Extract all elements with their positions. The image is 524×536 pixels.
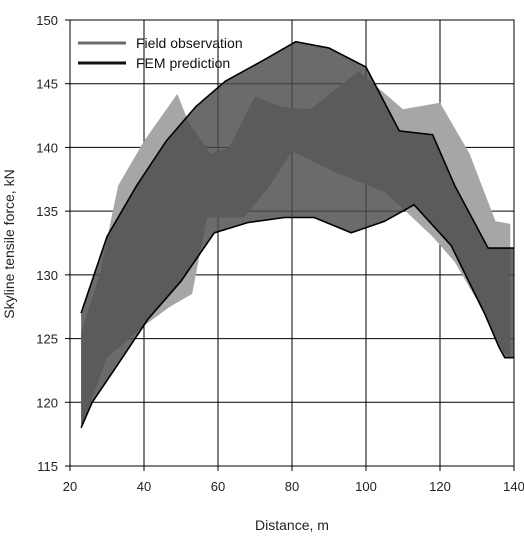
y-tick-label: 120 <box>36 395 58 410</box>
x-tick-label: 60 <box>211 479 225 494</box>
series-upper-line-fem-prediction <box>80 40 514 314</box>
y-axis-title: Skyline tensile force, kN <box>1 169 17 318</box>
y-axis: 115 120 125 130 135 140 145 150 <box>36 13 70 474</box>
x-tick-label: 120 <box>429 479 451 494</box>
x-axis-title: Distance, m <box>255 517 329 533</box>
x-tick-label: 20 <box>63 479 77 494</box>
x-tick-label: 80 <box>285 479 299 494</box>
y-tick-label: 125 <box>36 332 58 347</box>
y-tick-label: 150 <box>36 13 58 28</box>
legend-label-fem-prediction: FEM prediction <box>136 55 230 71</box>
y-tick-label: 135 <box>36 204 58 219</box>
legend-label-field-observation: Field observation <box>136 35 243 51</box>
x-tick-label: 100 <box>355 479 377 494</box>
legend: Field observation FEM prediction <box>78 35 243 71</box>
x-axis: 20 40 60 80 100 120 140 <box>63 466 524 494</box>
series-lower-line-fem-prediction <box>80 203 514 429</box>
y-tick-label: 115 <box>37 459 58 474</box>
plot-area <box>80 40 514 429</box>
x-tick-label: 40 <box>137 479 151 494</box>
y-tick-label: 145 <box>36 77 58 92</box>
y-tick-label: 130 <box>36 268 58 283</box>
x-tick-label: 140 <box>503 479 524 494</box>
series-band-fem-prediction <box>81 41 514 428</box>
y-tick-label: 140 <box>36 140 58 155</box>
